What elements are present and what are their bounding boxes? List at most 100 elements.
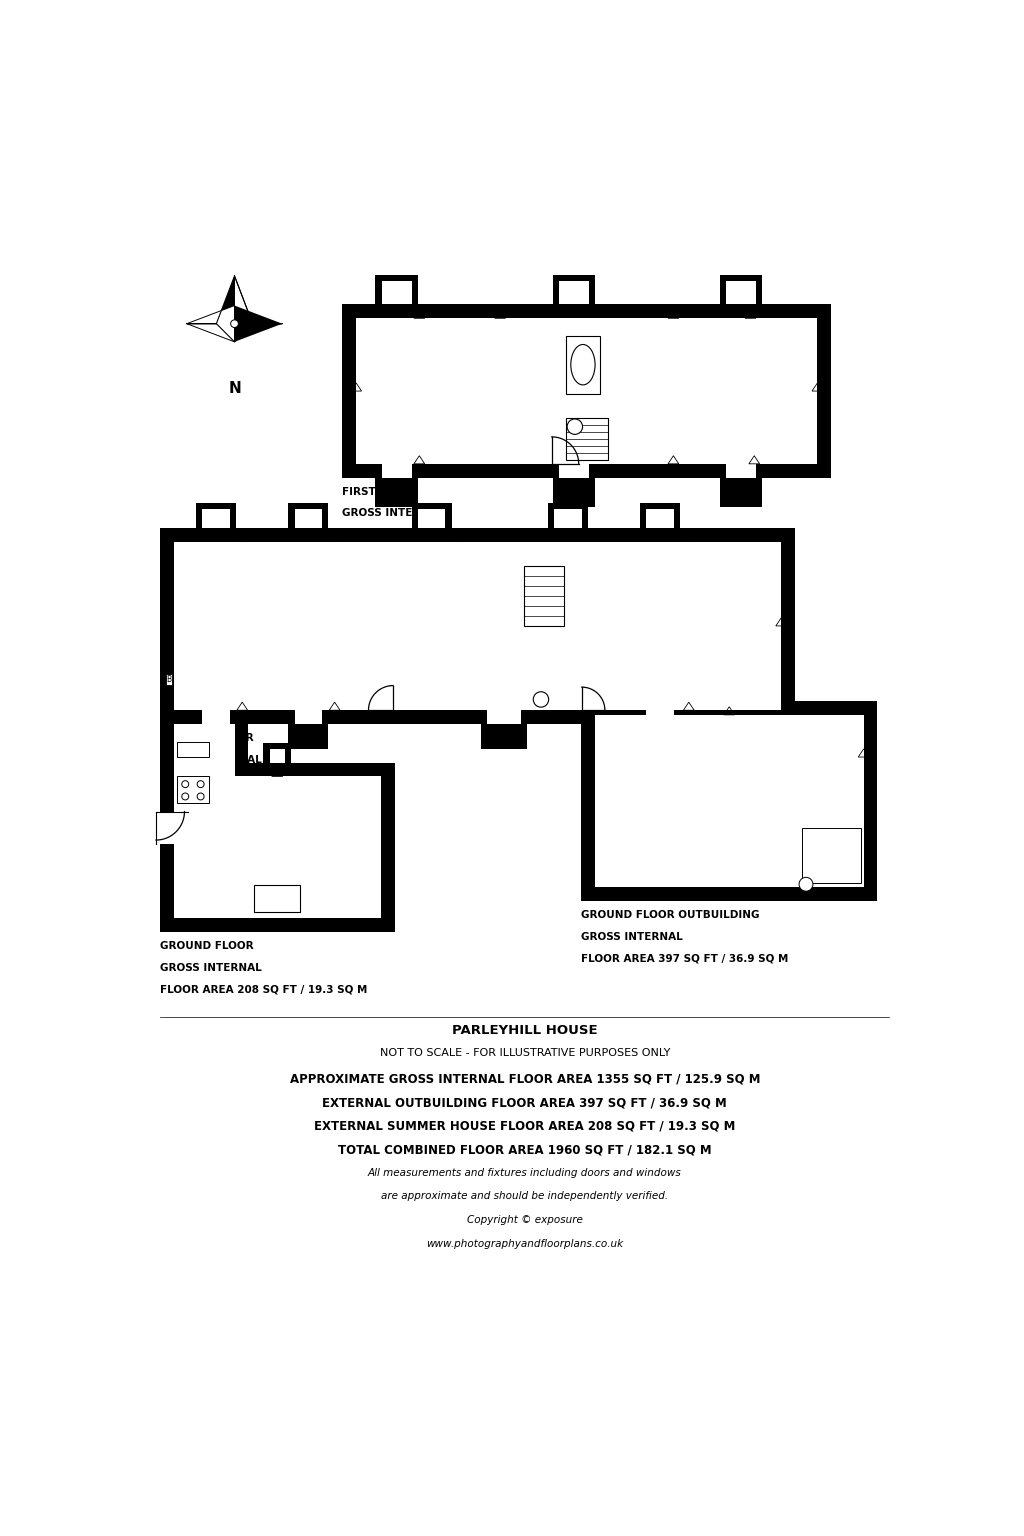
Bar: [565, 336, 600, 393]
Text: (6.17m x 3.71m): (6.17m x 3.71m): [243, 641, 318, 650]
Bar: [196, 504, 237, 528]
Text: GROSS INTERNAL: GROSS INTERNAL: [581, 932, 683, 942]
Bar: [512, 542, 526, 710]
Circle shape: [534, 691, 549, 707]
Bar: [582, 542, 596, 710]
Text: PARLEYHILL HOUSE: PARLEYHILL HOUSE: [452, 1025, 598, 1037]
Text: FLOOR AREA 397 SQ FT / 36.9 SQ M: FLOOR AREA 397 SQ FT / 36.9 SQ M: [581, 954, 788, 963]
Text: www.photographyandfloorplans.co.uk: www.photographyandfloorplans.co.uk: [426, 1240, 624, 1249]
Text: (4.22m x 3.07m): (4.22m x 3.07m): [658, 404, 734, 413]
Text: All measurements and fixtures including doors and windows: All measurements and fixtures including …: [368, 1167, 682, 1178]
Bar: [726, 455, 756, 478]
Text: KITCHEN: KITCHEN: [200, 730, 209, 766]
Bar: [160, 528, 795, 723]
Text: OFFICE: OFFICE: [729, 831, 760, 840]
Bar: [487, 705, 521, 723]
Text: STOVE: STOVE: [267, 895, 288, 902]
Text: B: B: [167, 674, 172, 684]
Bar: [720, 478, 762, 507]
Text: GROUND FLOOR OUTBUILDING: GROUND FLOOR OUTBUILDING: [581, 911, 760, 920]
Bar: [160, 762, 394, 932]
Bar: [559, 281, 589, 304]
Bar: [559, 455, 589, 478]
Text: 14'1 x 10'4: 14'1 x 10'4: [435, 611, 485, 621]
Bar: [382, 455, 412, 478]
Text: FLOOR AREA 857 SQ FT / 79.6 SQ M: FLOOR AREA 857 SQ FT / 79.6 SQ M: [160, 777, 368, 786]
Text: GROSS INTERNAL: GROSS INTERNAL: [342, 508, 444, 519]
Bar: [393, 528, 407, 723]
Bar: [646, 510, 674, 528]
Bar: [153, 811, 174, 843]
Circle shape: [799, 877, 813, 891]
Bar: [552, 304, 564, 478]
Text: APPROXIMATE GROSS INTERNAL FLOOR AREA 1355 SQ FT / 125.9 SQ M: APPROXIMATE GROSS INTERNAL FLOOR AREA 13…: [290, 1072, 760, 1084]
Bar: [595, 714, 863, 888]
Bar: [174, 723, 234, 806]
Bar: [554, 510, 582, 528]
Text: (3.66m x 1.52m): (3.66m x 1.52m): [202, 763, 207, 816]
Text: ← UP: ← UP: [418, 694, 436, 703]
Text: are approximate and should be independently verified.: are approximate and should be independen…: [381, 1192, 669, 1201]
Bar: [640, 723, 680, 748]
Bar: [802, 828, 861, 883]
Bar: [565, 418, 608, 459]
Text: TOTAL COMBINED FLOOR AREA 1960 SQ FT / 182.1 SQ M: TOTAL COMBINED FLOOR AREA 1960 SQ FT / 1…: [338, 1144, 712, 1157]
Text: (3.20m x 2.31m): (3.20m x 2.31m): [718, 860, 770, 866]
Text: SUMMER HOUSE: SUMMER HOUSE: [229, 800, 326, 809]
Text: (4.29m x 3.15m): (4.29m x 3.15m): [422, 641, 498, 650]
Text: (2.57m x 2.31m): (2.57m x 2.31m): [611, 860, 664, 866]
Bar: [177, 777, 209, 803]
Bar: [289, 723, 329, 748]
Text: N: N: [228, 381, 241, 396]
Bar: [295, 705, 323, 723]
Bar: [595, 811, 863, 822]
Bar: [720, 685, 738, 700]
Text: UTILITY ROOM: UTILITY ROOM: [606, 831, 669, 840]
Text: (5.21m x 3.71m): (5.21m x 3.71m): [240, 852, 315, 862]
Circle shape: [567, 419, 583, 435]
Text: SITTING ROOM: SITTING ROOM: [640, 578, 727, 588]
Bar: [564, 395, 629, 406]
Bar: [202, 705, 230, 723]
Bar: [481, 723, 527, 748]
Polygon shape: [234, 276, 253, 343]
Bar: [548, 504, 588, 528]
Text: BEDROOM: BEDROOM: [723, 762, 782, 773]
Bar: [726, 281, 756, 304]
Text: UP: UP: [510, 585, 520, 594]
Text: GROSS INTERNAL: GROSS INTERNAL: [160, 963, 261, 972]
Bar: [382, 281, 412, 304]
Text: (4.78m x 4.32m): (4.78m x 4.32m): [646, 641, 721, 650]
Polygon shape: [234, 306, 283, 343]
Bar: [552, 395, 641, 406]
Bar: [512, 528, 526, 723]
Bar: [177, 742, 209, 757]
Text: FIRST FLOOR: FIRST FLOOR: [342, 487, 419, 498]
Bar: [629, 304, 641, 478]
Bar: [553, 275, 595, 304]
Text: 12' x 5': 12' x 5': [201, 757, 207, 783]
Text: BEDROOM: BEDROOM: [420, 349, 480, 358]
Bar: [640, 504, 680, 528]
Text: EXTERNAL SUMMER HOUSE FLOOR AREA 208 SQ FT / 19.3 SQ M: EXTERNAL SUMMER HOUSE FLOOR AREA 208 SQ …: [314, 1120, 735, 1134]
Bar: [714, 679, 744, 700]
Text: GROUND FLOOR: GROUND FLOOR: [160, 733, 254, 743]
Bar: [295, 510, 323, 528]
Bar: [356, 318, 817, 464]
Text: 20'3 x 12'2: 20'3 x 12'2: [256, 611, 306, 621]
Bar: [263, 742, 291, 762]
Bar: [254, 885, 300, 912]
Bar: [581, 700, 878, 902]
Bar: [342, 304, 831, 478]
Bar: [174, 542, 781, 710]
Text: IN: IN: [574, 515, 584, 522]
Text: 19'3 x 8'8: 19'3 x 8'8: [730, 782, 775, 791]
Text: GUEST: GUEST: [733, 740, 772, 750]
Bar: [790, 811, 800, 902]
Bar: [688, 811, 699, 902]
Text: FLOOR AREA 208 SQ FT / 19.3 SQ M: FLOOR AREA 208 SQ FT / 19.3 SQ M: [160, 985, 368, 994]
Text: 15'8 x 14'2: 15'8 x 14'2: [658, 611, 709, 621]
Text: STUDY: STUDY: [441, 578, 479, 588]
Text: 10'6 x 7'7: 10'6 x 7'7: [727, 848, 762, 854]
Bar: [289, 504, 329, 528]
